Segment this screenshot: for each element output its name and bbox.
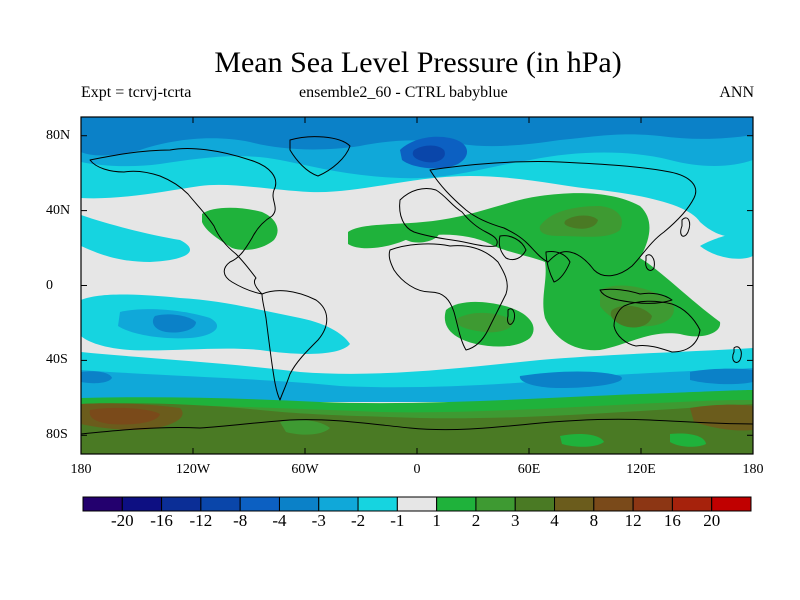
field-antarctic-pos8 <box>560 434 604 447</box>
coast-south-america <box>261 290 328 401</box>
colorbar-swatch <box>239 496 280 512</box>
coast-new-zealand <box>732 346 742 363</box>
colorbar-swatch <box>121 496 163 512</box>
field-arctic-deep <box>81 117 753 156</box>
colorbar-label: 8 <box>589 511 599 530</box>
colorbar-label: 4 <box>550 511 559 530</box>
lon-label: 60W <box>291 462 319 477</box>
colorbar-swatch <box>200 496 241 512</box>
lon-label: 180 <box>70 462 92 477</box>
coast-asia <box>429 160 697 277</box>
colorbar-swatch <box>396 496 438 512</box>
field-siberian-min-core <box>412 145 445 163</box>
coastlines <box>81 136 753 435</box>
colorbar-label: -3 <box>311 511 326 530</box>
colorbar-label: 3 <box>510 511 520 530</box>
field-north-atlantic-neg <box>81 215 190 262</box>
colorbar-swatch <box>318 496 359 512</box>
colorbar-swatch <box>593 496 634 512</box>
colorbar-label: 1 <box>432 511 441 530</box>
colorbar-swatch <box>278 496 320 512</box>
axis-ticks <box>80 117 754 454</box>
lat-label: 0 <box>46 277 53 293</box>
colorbar-swatch <box>514 496 556 512</box>
colorbar-label: -8 <box>233 511 248 530</box>
coast-philippines <box>645 254 655 271</box>
field-africa-pos2 <box>456 312 513 333</box>
colorbar-label: -2 <box>350 511 366 530</box>
lat-label: 40N <box>46 202 71 218</box>
field-south-pacific-core <box>152 314 196 333</box>
coast-australia <box>613 300 701 353</box>
colorbar-label: -1 <box>390 511 405 530</box>
colorbar-swatch <box>554 496 595 512</box>
field-namerica-pos <box>202 207 278 250</box>
field-antarctic-pos9 <box>670 433 706 447</box>
lon-label: 120W <box>175 462 211 477</box>
coast-indonesia <box>599 288 673 304</box>
field-southern-ocean-deep2 <box>690 368 753 385</box>
colorbar-swatch <box>161 496 202 512</box>
field-antarctic-pos7 <box>280 420 330 435</box>
map-field <box>81 117 753 454</box>
coast-africa <box>388 243 508 351</box>
coast-japan <box>680 217 691 237</box>
coast-europe <box>399 187 498 247</box>
coast-india <box>545 251 571 283</box>
lat-label: 40S <box>46 352 68 368</box>
colorbar-label: 12 <box>624 511 642 530</box>
colorbar-swatch <box>436 496 477 512</box>
colorbar-label: 16 <box>663 511 681 530</box>
colorbar-swatch <box>475 496 516 512</box>
field-southern-ocean-deep <box>519 371 622 388</box>
field-north-pacific-neg <box>700 230 753 259</box>
colorbar-label: -16 <box>150 511 173 530</box>
field-tibetan-core <box>564 215 598 229</box>
field-antarctic-pos5 <box>89 407 160 425</box>
colorbar-label: 2 <box>471 511 481 530</box>
field-southern-ocean-deep3 <box>81 371 112 384</box>
colorbar-swatch <box>632 496 673 512</box>
coast-greenland <box>289 136 351 177</box>
coast-antarctica <box>81 418 753 435</box>
page-title: Mean Sea Level Pressure (in hPa) <box>214 46 622 79</box>
lon-label: 120E <box>626 462 656 477</box>
colorbar-label: -12 <box>189 511 213 530</box>
colorbar-label: -20 <box>110 511 134 530</box>
experiment-label: Expt = tcrvj-tcrta <box>81 84 192 101</box>
colorbar-swatch <box>82 496 123 512</box>
field-australia-core <box>610 305 652 328</box>
colorbar-swatch <box>711 496 752 512</box>
lat-label: 80S <box>46 427 68 443</box>
lat-label: 80N <box>46 127 71 143</box>
lon-label: 0 <box>413 462 421 477</box>
field-southern-ocean-mid <box>81 368 753 402</box>
ensemble-label: ensemble2_60 - CTRL babyblue <box>299 84 508 101</box>
colorbar-label: -4 <box>272 511 287 530</box>
colorbar-label: 20 <box>703 511 721 530</box>
lon-label: 60E <box>517 462 541 477</box>
colorbar-swatch <box>357 496 398 512</box>
colorbar-swatch <box>671 496 713 512</box>
coast-arabia <box>498 235 527 261</box>
lon-label: 180 <box>742 462 764 477</box>
field-atlantic-pos <box>400 229 440 243</box>
season-label: ANN <box>719 84 754 101</box>
coast-madagascar <box>507 308 515 325</box>
colorbar <box>82 496 752 512</box>
coast-north-america <box>89 148 277 295</box>
